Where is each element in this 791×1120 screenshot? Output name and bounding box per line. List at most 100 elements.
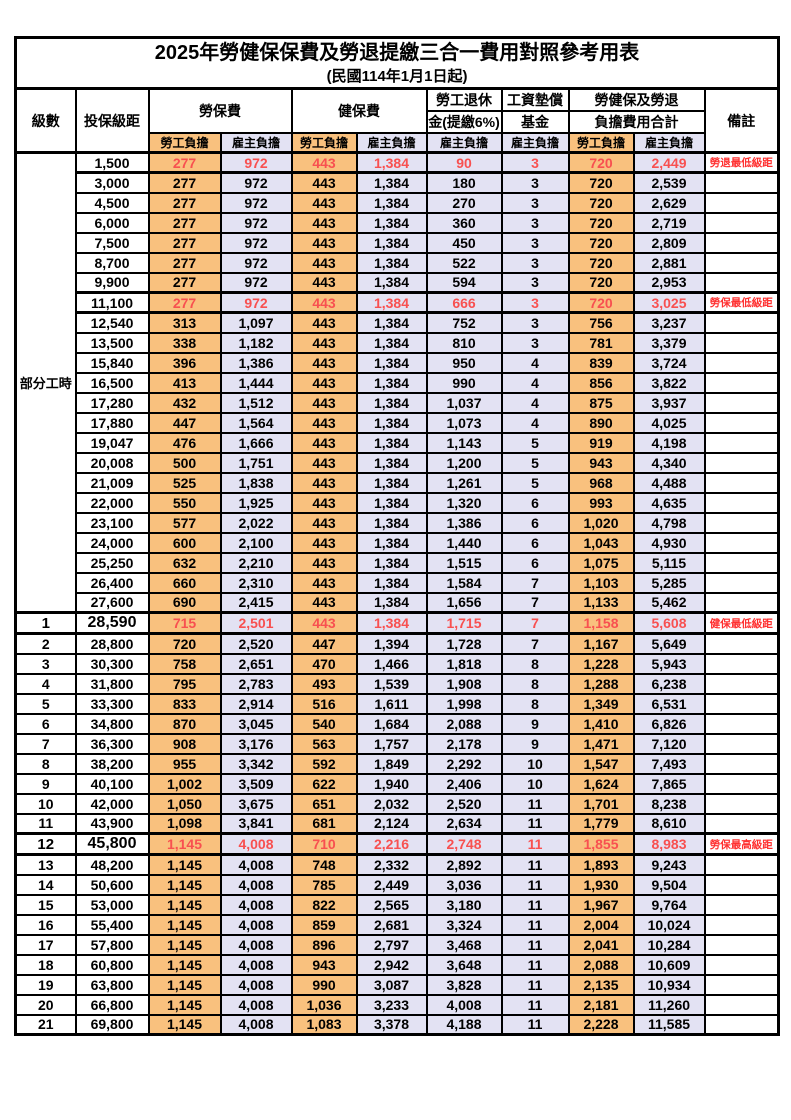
cell-total-employee: 1,075 xyxy=(567,551,635,574)
cell-pension-employer: 3,324 xyxy=(425,913,503,936)
cell-total-employer: 4,488 xyxy=(632,471,706,494)
table-row: 19,047 476 1,666 443 1,384 1,143 5 919 4,198 xyxy=(16,431,780,454)
cell-labor-ins-employer: 1,182 xyxy=(219,331,293,354)
subheader-employee: 勞工負擔 xyxy=(290,132,358,154)
cell-labor-ins-employee: 413 xyxy=(147,371,222,394)
cell-bracket: 16,500 xyxy=(74,371,150,394)
cell-health-ins-employer: 1,611 xyxy=(355,692,428,715)
cell-total-employee: 1,930 xyxy=(567,873,635,896)
cell-total-employer: 7,120 xyxy=(632,732,706,755)
cell-wage-fund-employer: 11 xyxy=(500,953,570,976)
cell-note: 勞保最低級距 xyxy=(703,291,780,314)
cell-note xyxy=(703,551,780,574)
cell-health-ins-employee: 443 xyxy=(290,211,358,234)
cell-labor-ins-employee: 1,145 xyxy=(147,832,222,856)
cell-bracket: 22,000 xyxy=(74,491,150,514)
cell-labor-ins-employer: 3,841 xyxy=(219,812,293,835)
cell-health-ins-employee: 785 xyxy=(290,873,358,896)
cell-labor-ins-employee: 1,050 xyxy=(147,792,222,815)
table-row: 26,400 660 2,310 443 1,384 1,584 7 1,103 5,285 xyxy=(16,571,780,594)
cell-labor-ins-employee: 955 xyxy=(147,752,222,775)
cell-labor-ins-employee: 1,145 xyxy=(147,873,222,896)
cell-health-ins-employer: 1,384 xyxy=(355,251,428,274)
table-row: 部分工時 1,500 277 972 443 1,384 90 3 720 2,449 勞退最低級距 xyxy=(14,151,780,614)
cell-total-employee: 720 xyxy=(567,211,635,234)
cell-total-employee: 2,228 xyxy=(567,1013,635,1036)
cell-wage-fund-employer: 7 xyxy=(500,591,570,614)
cell-total-employer: 5,285 xyxy=(632,571,706,594)
cell-health-ins-employee: 443 xyxy=(290,171,358,194)
cell-pension-employer: 270 xyxy=(425,191,503,214)
cell-total-employee: 756 xyxy=(567,311,635,334)
cell-wage-fund-employer: 4 xyxy=(500,391,570,414)
cell-total-employee: 943 xyxy=(567,451,635,474)
cell-total-employer: 10,609 xyxy=(632,953,706,976)
cell-note xyxy=(703,311,780,334)
cell-total-employer: 5,115 xyxy=(632,551,706,574)
cell-total-employee: 1,167 xyxy=(567,632,635,655)
cell-health-ins-employer: 1,384 xyxy=(355,591,428,614)
cell-level: 19 xyxy=(14,973,77,996)
cell-health-ins-employer: 2,032 xyxy=(355,792,428,815)
cell-note xyxy=(703,191,780,214)
cell-labor-ins-employee: 396 xyxy=(147,351,222,374)
cell-bracket: 40,100 xyxy=(74,772,150,795)
cell-total-employee: 2,004 xyxy=(567,913,635,936)
cell-bracket: 23,100 xyxy=(74,511,150,534)
cell-note: 勞保最高級距 xyxy=(703,832,780,856)
cell-health-ins-employer: 2,332 xyxy=(355,853,428,876)
cell-labor-ins-employee: 660 xyxy=(147,571,222,594)
cell-labor-ins-employee: 1,145 xyxy=(147,993,222,1016)
cell-health-ins-employee: 443 xyxy=(290,411,358,434)
cell-health-ins-employee: 443 xyxy=(290,271,358,294)
cell-labor-ins-employee: 277 xyxy=(147,151,222,174)
cell-total-employer: 2,881 xyxy=(632,251,706,274)
cell-labor-ins-employer: 1,751 xyxy=(219,451,293,474)
table-row: 1 28,590 715 2,501 443 1,384 1,715 7 1,158 5,608 健… xyxy=(14,611,780,635)
cell-health-ins-employee: 1,083 xyxy=(290,1013,358,1036)
cell-note xyxy=(703,632,780,655)
cell-labor-ins-employer: 4,008 xyxy=(219,973,293,996)
cell-total-employer: 2,449 xyxy=(632,151,706,174)
cell-note: 健保最低級距 xyxy=(703,611,780,635)
cell-pension-employer: 1,320 xyxy=(425,491,503,514)
table-row: 20,008 500 1,751 443 1,384 1,200 5 943 4,340 xyxy=(16,451,780,474)
cell-labor-ins-employee: 277 xyxy=(147,211,222,234)
cell-wage-fund-employer: 3 xyxy=(500,331,570,354)
cell-total-employee: 1,043 xyxy=(567,531,635,554)
cell-labor-ins-employer: 4,008 xyxy=(219,953,293,976)
cell-pension-employer: 1,440 xyxy=(425,531,503,554)
cell-total-employee: 875 xyxy=(567,391,635,414)
cell-health-ins-employer: 1,384 xyxy=(355,191,428,214)
cell-labor-ins-employer: 1,925 xyxy=(219,491,293,514)
cell-wage-fund-employer: 5 xyxy=(500,471,570,494)
cell-total-employer: 5,943 xyxy=(632,652,706,675)
cell-note xyxy=(703,331,780,354)
cell-labor-ins-employer: 972 xyxy=(219,191,293,214)
cell-level: 12 xyxy=(14,832,77,856)
cell-health-ins-employer: 1,384 xyxy=(355,151,428,174)
table-row: 11,100 277 972 443 1,384 666 3 720 3,025 勞保最低級距 xyxy=(16,291,780,314)
cell-wage-fund-employer: 11 xyxy=(500,893,570,916)
cell-health-ins-employer: 1,384 xyxy=(355,331,428,354)
cell-health-ins-employee: 622 xyxy=(290,772,358,795)
page-title: 2025年勞健保保費及勞退提繳三合一費用對照參考用表 xyxy=(154,41,640,64)
cell-labor-ins-employer: 972 xyxy=(219,251,293,274)
cell-note xyxy=(703,371,780,394)
cell-labor-ins-employee: 1,145 xyxy=(147,913,222,936)
header-total-line2: 負擔費用合計 xyxy=(567,110,706,134)
cell-health-ins-employer: 1,384 xyxy=(355,491,428,514)
cell-level: 10 xyxy=(14,792,77,815)
cell-bracket: 55,400 xyxy=(74,913,150,936)
cell-total-employee: 968 xyxy=(567,471,635,494)
cell-health-ins-employer: 1,466 xyxy=(355,652,428,675)
cell-labor-ins-employer: 1,444 xyxy=(219,371,293,394)
cell-level: 4 xyxy=(14,672,77,695)
table-row: 8,700 277 972 443 1,384 522 3 720 2,881 xyxy=(16,251,780,274)
cell-total-employer: 10,284 xyxy=(632,933,706,956)
cell-bracket: 24,000 xyxy=(74,531,150,554)
cell-wage-fund-employer: 7 xyxy=(500,571,570,594)
cell-bracket: 34,800 xyxy=(74,712,150,735)
cell-level: 5 xyxy=(14,692,77,715)
cell-pension-employer: 2,892 xyxy=(425,853,503,876)
